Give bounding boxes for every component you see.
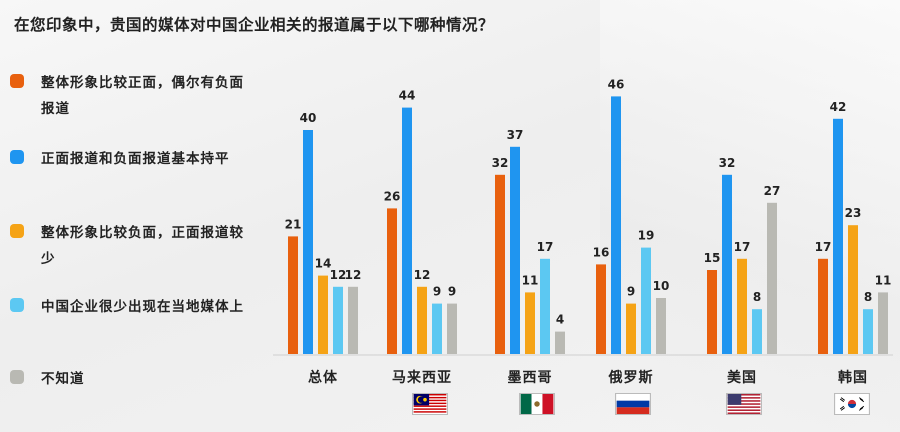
category-label: 马来西亚 [392,370,452,386]
bar [348,286,358,354]
chart-title: 在您印象中，贵国的媒体对中国企业相关的报道属于以下哪种情况？ [14,16,495,34]
background-highlight [600,0,900,432]
bar [767,202,777,354]
data-label: 11 [522,273,539,287]
data-label: 42 [830,100,847,114]
legend-item-negative: 整体形象比较负面，正面报道较少 [10,220,251,272]
korea-flag [834,393,870,415]
category-label: 韩国 [838,369,868,386]
bar [722,174,732,354]
legend-item-rarely: 中国企业很少出现在当地媒体上 [10,294,251,320]
data-label: 27 [764,184,781,198]
data-label: 15 [704,251,721,265]
legend-label: 中国企业很少出现在当地媒体上 [41,299,244,315]
bar [848,225,858,354]
category-label: 俄罗斯 [608,369,654,386]
legend-swatch [10,224,24,238]
data-label: 10 [653,279,670,293]
data-label: 17 [815,240,832,254]
data-label: 8 [864,290,872,304]
data-label: 17 [734,240,751,254]
data-label: 19 [638,229,655,243]
data-label: 23 [845,206,862,220]
bar [417,286,427,354]
data-label: 16 [593,245,610,259]
data-label: 12 [345,268,362,282]
bar [596,264,606,354]
usa-flag [726,393,762,415]
category-label: 墨西哥 [508,370,553,386]
russia-flag [615,393,651,415]
bar [387,208,397,354]
data-label: 17 [537,240,554,254]
bar [555,331,565,354]
category-label: 美国 [727,369,757,386]
data-label: 40 [300,111,317,125]
bar [611,96,621,355]
bar [402,107,412,354]
data-label: 26 [384,189,401,203]
bar [752,309,762,354]
legend-swatch [10,74,24,88]
data-label: 37 [507,128,524,142]
legend-label: 不知道 [41,371,85,387]
bar [540,258,550,354]
data-label: 32 [719,156,736,170]
legend-swatch [10,370,24,384]
mexico-flag [519,393,555,415]
data-label: 12 [330,268,347,282]
data-label: 8 [753,290,761,304]
bar [510,146,520,354]
bar [288,236,298,354]
legend-label: 整体形象比较正面，偶尔有负面报道 [41,75,244,117]
bar [303,130,313,354]
data-label: 21 [285,217,302,231]
malaysia-flag [412,393,448,415]
data-label: 9 [433,285,441,299]
data-label: 11 [875,273,892,287]
bar [495,174,505,354]
bar [818,258,828,354]
legend-label: 正面报道和负面报道基本持平 [41,151,230,167]
bar [432,303,442,354]
category-label: 总体 [308,369,338,386]
bar [656,298,666,354]
bar [626,303,636,354]
bar [707,270,717,354]
legend-swatch [10,150,24,164]
data-label: 32 [492,156,509,170]
data-label: 14 [315,257,332,271]
data-label: 12 [414,268,431,282]
bar [447,303,457,354]
bar [318,275,328,354]
bar [833,118,843,354]
data-label: 9 [448,285,456,299]
legend-swatch [10,298,24,312]
legend-label: 整体形象比较负面，正面报道较少 [41,225,244,267]
data-label: 9 [627,285,635,299]
bar [863,309,873,354]
legend-item-balanced: 正面报道和负面报道基本持平 [10,146,251,172]
bar [737,258,747,354]
data-label: 4 [556,313,564,327]
legend-item-positive: 整体形象比较正面，偶尔有负面报道 [10,70,251,122]
bar [641,247,651,354]
data-label: 46 [608,77,625,91]
bar [878,292,888,354]
bar [525,292,535,354]
bar [333,286,343,354]
legend-item-unknown: 不知道 [10,366,251,392]
data-label: 44 [399,89,416,103]
